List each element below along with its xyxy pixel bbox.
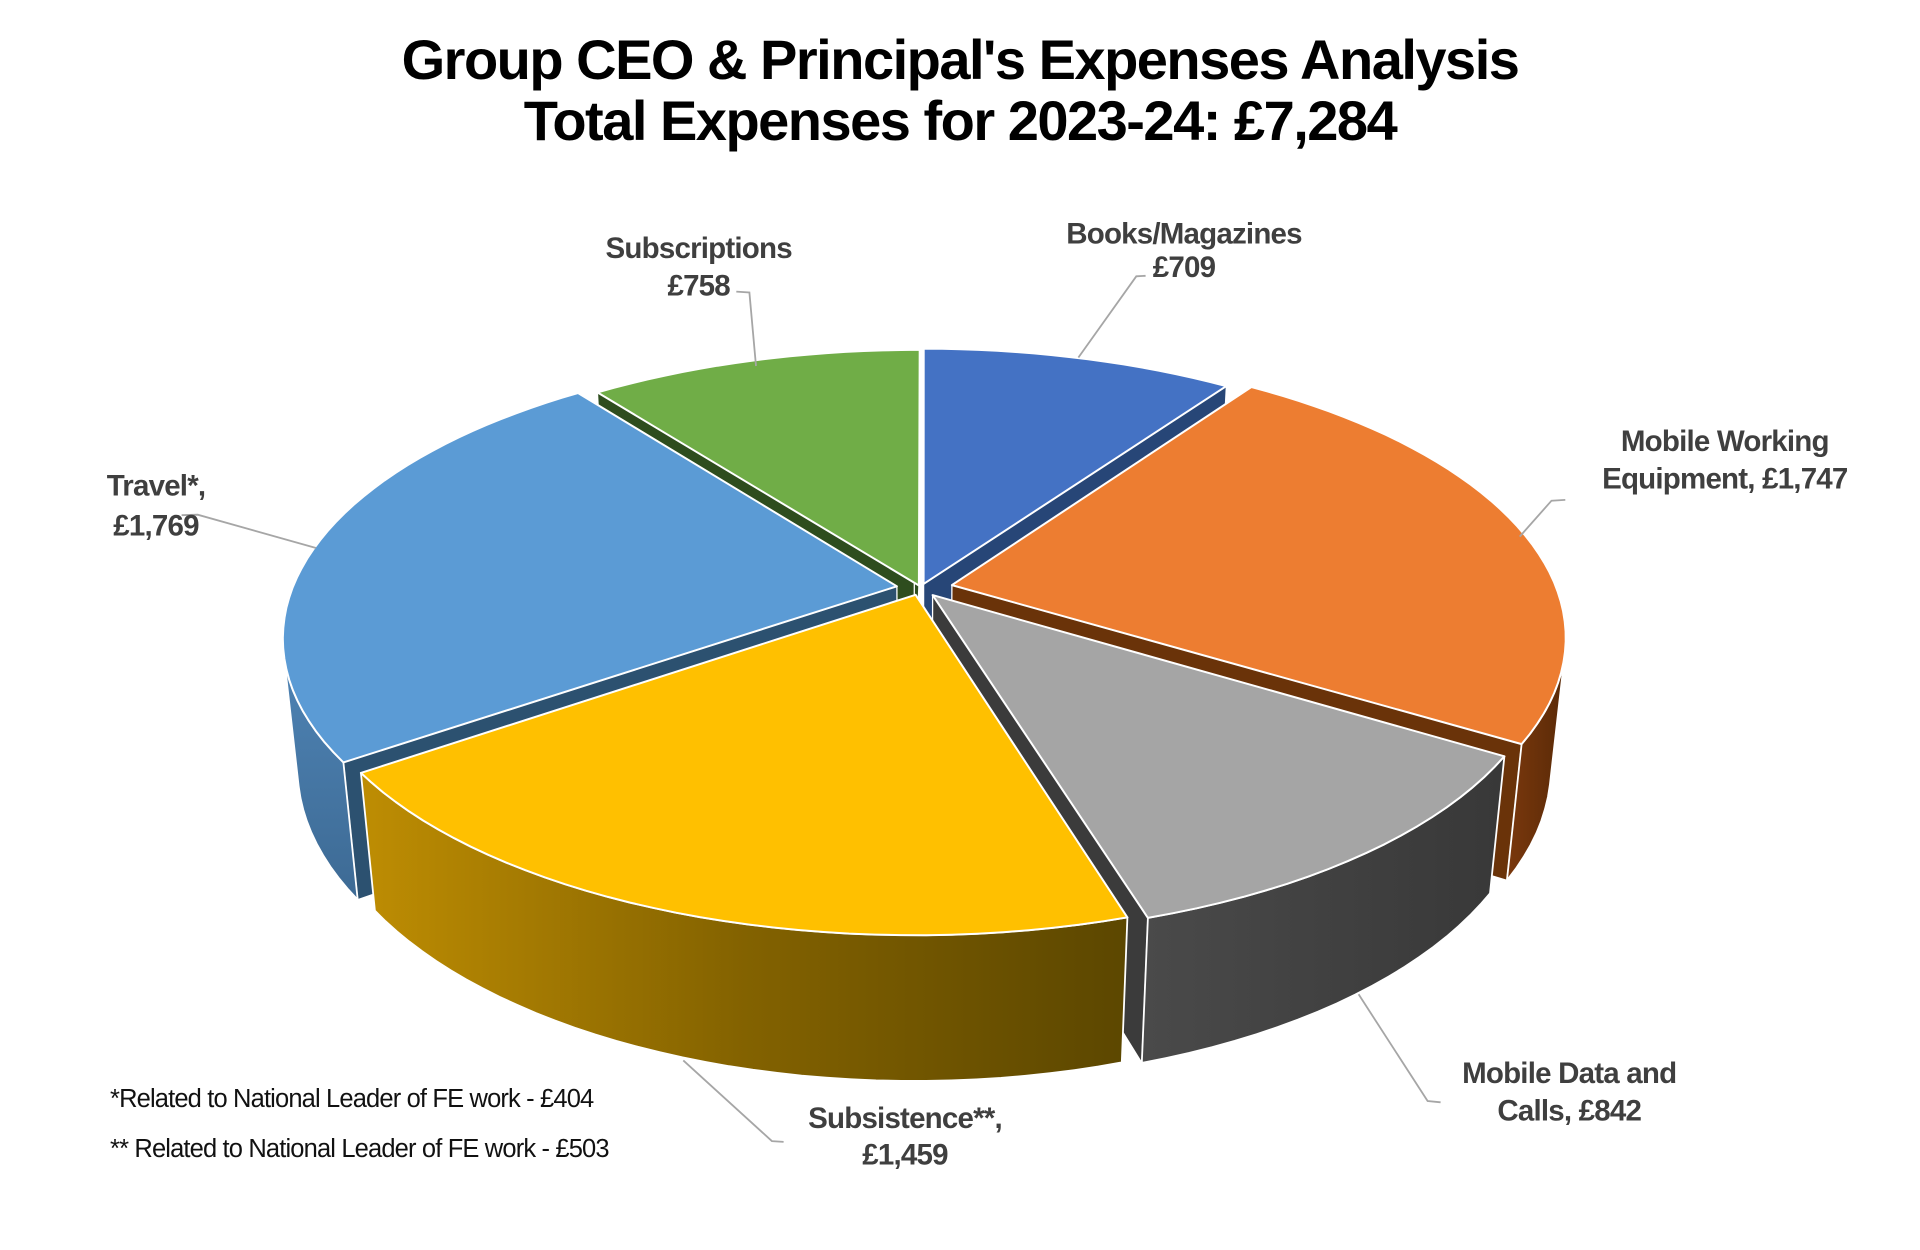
svg-text:Subscriptions: Subscriptions	[606, 232, 793, 265]
svg-text:£1,769: £1,769	[113, 509, 199, 542]
svg-text:Equipment, £1,747: Equipment, £1,747	[1602, 462, 1848, 495]
svg-text:** Related to National Leader: ** Related to National Leader of FE work…	[110, 1135, 609, 1163]
svg-text:£709: £709	[1153, 251, 1216, 284]
svg-text:*Related to National Leader of: *Related to National Leader of FE work -…	[110, 1085, 594, 1113]
svg-text:Calls, £842: Calls, £842	[1497, 1095, 1641, 1128]
svg-text:£1,459: £1,459	[862, 1139, 948, 1172]
svg-text:Total Expenses for 2023-24: £7: Total Expenses for 2023-24: £7,284	[524, 89, 1398, 152]
svg-text:Books/Magazines: Books/Magazines	[1066, 217, 1302, 250]
svg-text:Subsistence**,: Subsistence**,	[808, 1102, 1002, 1135]
svg-text:Travel*,: Travel*,	[107, 470, 206, 503]
svg-text:£758: £758	[667, 269, 730, 302]
svg-text:Group CEO & Principal's Expens: Group CEO & Principal's Expenses Analysi…	[402, 28, 1519, 91]
svg-text:Mobile Working: Mobile Working	[1621, 425, 1829, 458]
svg-text:Mobile Data and: Mobile Data and	[1462, 1057, 1676, 1090]
